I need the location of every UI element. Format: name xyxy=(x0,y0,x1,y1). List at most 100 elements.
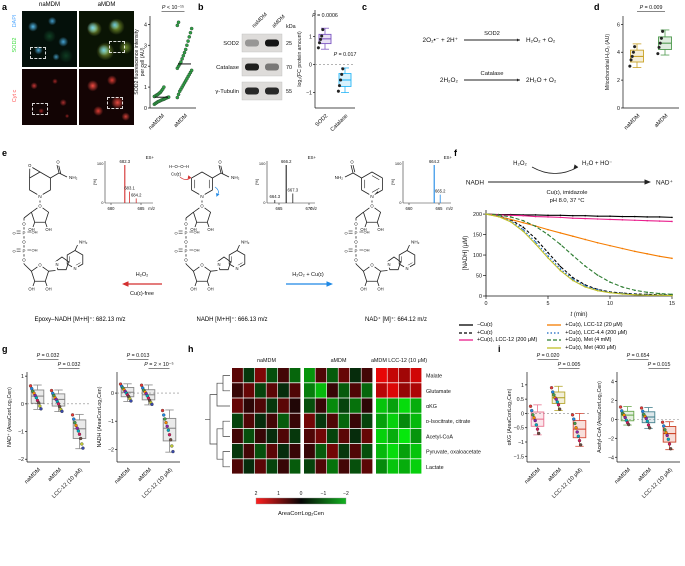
svg-text:m/z: m/z xyxy=(148,206,155,211)
svg-text:αKG: αKG xyxy=(426,404,437,410)
svg-text:OH: OH xyxy=(360,227,366,232)
svg-text:N: N xyxy=(217,262,220,267)
coupled-arrow-head xyxy=(573,164,578,170)
svg-text:OH: OH xyxy=(28,227,34,232)
svg-text:N: N xyxy=(200,194,204,200)
acetylcoa-level-chart: 4 2 0 −2 −4 Acetyl-CoA (AreaCorrLog₂Cen) naMDM… xyxy=(597,353,680,500)
svg-text:OH: OH xyxy=(377,227,383,232)
svg-text:0.5: 0.5 xyxy=(517,397,524,403)
svg-text:0: 0 xyxy=(521,411,524,417)
svg-text:−1: −1 xyxy=(18,430,24,436)
svg-text:Malate: Malate xyxy=(426,374,442,380)
svg-text:4: 4 xyxy=(611,379,614,385)
oxidation-arrow: H₂O₂ + Cu(ɪ) xyxy=(286,272,333,287)
svg-text:P = 2 × 10⁻⁵: P = 2 × 10⁻⁵ xyxy=(144,362,173,368)
svg-text:685: 685 xyxy=(138,206,146,211)
svg-text:naMDM: naMDM xyxy=(114,467,132,485)
svg-text:ES+: ES+ xyxy=(444,155,453,160)
svg-text:OH: OH xyxy=(194,230,200,235)
svg-text:naMDM: naMDM xyxy=(623,113,641,131)
svg-text:naMDM: naMDM xyxy=(614,467,632,485)
svg-text:aMDM: aMDM xyxy=(547,467,563,483)
svg-text:αKG (AreaCorrLog₂Cen): αKG (AreaCorrLog₂Cen) xyxy=(507,388,513,445)
svg-text:OH: OH xyxy=(190,227,196,232)
micro-image-amdm-merge xyxy=(79,11,134,67)
svg-text:SOD2 fluorescence intensity: SOD2 fluorescence intensity xyxy=(134,29,140,95)
panel-b-label: b xyxy=(198,2,204,12)
svg-text:O: O xyxy=(12,249,15,254)
arrow-top-label: H₂O₂ + Cu(ɪ) xyxy=(292,272,324,278)
svg-text:NH₂: NH₂ xyxy=(231,175,240,180)
svg-text:O: O xyxy=(344,249,347,254)
svg-text:OH: OH xyxy=(28,287,34,292)
svg-text:O: O xyxy=(184,240,188,245)
svg-text:H₂O₂ + O₂: H₂O₂ + O₂ xyxy=(526,37,556,44)
svg-text:N: N xyxy=(387,262,390,267)
svg-text:0: 0 xyxy=(617,106,620,112)
svg-text:[NADH] (μM): [NADH] (μM) xyxy=(463,236,469,270)
svg-text:O: O xyxy=(354,258,358,263)
panel-i-label: i xyxy=(498,344,501,354)
svg-text:O: O xyxy=(22,222,26,227)
svg-text:P: P xyxy=(355,249,358,254)
svg-text:Lactate: Lactate xyxy=(426,465,444,471)
svg-text:3: 3 xyxy=(144,43,147,49)
arrow-bottom-label: Cu(ɪ)-free xyxy=(130,291,154,297)
svg-text:0: 0 xyxy=(399,200,402,205)
svg-text:aMDM LCC-12 (10 μM): aMDM LCC-12 (10 μM) xyxy=(371,358,427,364)
svg-text:NH₂: NH₂ xyxy=(411,240,420,245)
svg-text:Catalase: Catalase xyxy=(330,113,350,133)
svg-text:665.2: 665.2 xyxy=(435,189,446,194)
svg-text:N: N xyxy=(38,194,42,200)
svg-text:SOD2: SOD2 xyxy=(484,31,500,37)
svg-text:t (min): t (min) xyxy=(570,312,587,318)
svg-text:−1: −1 xyxy=(306,91,312,97)
svg-text:0: 0 xyxy=(101,200,104,205)
svg-text:100: 100 xyxy=(259,161,266,166)
svg-text:Acetyl-CoA: Acetyl-CoA xyxy=(426,434,453,440)
svg-text:ᴅ-Isocitrate, citrate: ᴅ-Isocitrate, citrate xyxy=(426,419,470,425)
svg-text:O: O xyxy=(344,231,347,236)
panel-d-label: d xyxy=(594,2,600,12)
micro-image-amdm-cytc xyxy=(79,69,134,125)
svg-text:m/z: m/z xyxy=(310,206,317,211)
svg-text:684.2: 684.2 xyxy=(131,192,142,197)
svg-text:−0.5: −0.5 xyxy=(514,426,525,432)
svg-text:P = 0.005: P = 0.005 xyxy=(558,362,581,368)
svg-text:0: 0 xyxy=(21,402,24,408)
coupled-arrow xyxy=(531,166,579,174)
akg-level-chart: 1 0.5 0 −0.5 −1 −1.5 αKG (AreaCorrLog₂Cen) naMD… xyxy=(507,353,590,500)
svg-text:666.2: 666.2 xyxy=(281,159,292,164)
svg-text:0: 0 xyxy=(479,294,482,300)
svg-text:O: O xyxy=(38,204,42,209)
svg-text:γ-Tubulin: γ-Tubulin xyxy=(215,89,239,95)
arrow-top-label: H₂O₂ xyxy=(136,272,149,278)
svg-text:0: 0 xyxy=(611,417,614,423)
svg-text:O: O xyxy=(370,204,374,209)
svg-text:Glutamate: Glutamate xyxy=(426,389,451,395)
svg-text:Catalase: Catalase xyxy=(216,65,239,71)
svg-text:O: O xyxy=(184,222,188,227)
svg-text:5: 5 xyxy=(547,301,550,307)
svg-text:−1: −1 xyxy=(518,440,524,446)
svg-text:−2: −2 xyxy=(108,447,114,453)
panel-a-label: a xyxy=(2,2,8,12)
svg-text:OH: OH xyxy=(377,287,383,292)
svg-text:SOD2: SOD2 xyxy=(314,113,329,128)
svg-text:0: 0 xyxy=(309,63,312,69)
svg-text:10: 10 xyxy=(607,301,613,307)
scheme-products: H₂O + HO⁻ xyxy=(582,161,612,167)
svg-text:Catalase: Catalase xyxy=(481,71,504,77)
sod2-intensity-chart: 0 1 2 3 4 SOD2 fluorescence intensity per cell… xyxy=(134,5,196,131)
reaction-equations: 2O₂•⁻ + 2H⁺ SOD2 H₂O₂ + O₂ 2H₂O₂ Catalase 2H₂… xyxy=(423,31,557,84)
svg-text:log₂(FC protein amount): log₂(FC protein amount) xyxy=(297,31,303,87)
svg-text:P = 0.654: P = 0.654 xyxy=(627,353,650,359)
scheme-product: NAD⁺ xyxy=(656,180,673,187)
ms-spectrum-nad: 100 0 [%] ES+ 660 665 m/z 664.2 665.2 xyxy=(390,155,453,211)
svg-text:0: 0 xyxy=(485,301,488,307)
svg-text:660: 660 xyxy=(406,206,414,211)
